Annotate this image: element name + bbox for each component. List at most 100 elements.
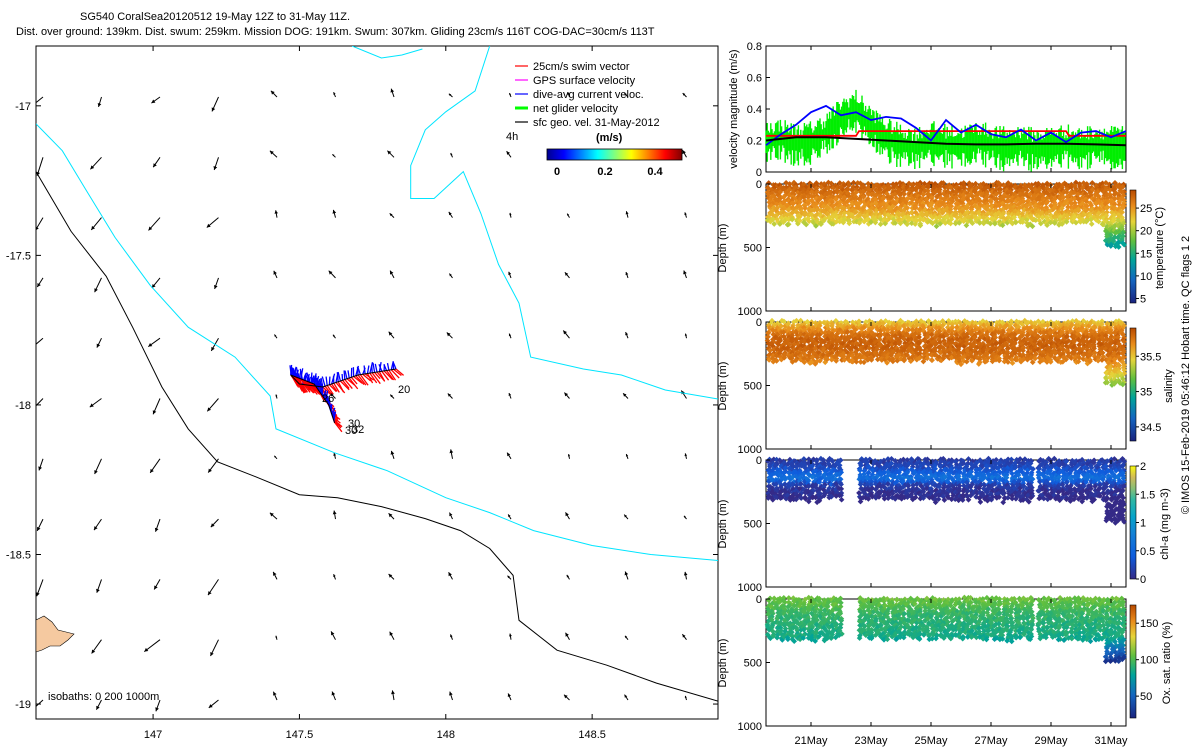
geo-arrow-head — [96, 705, 100, 710]
colorbar-tick-label: 5 — [1140, 293, 1146, 305]
geo-arrow-head — [148, 343, 153, 347]
section-sample — [814, 207, 820, 213]
section-sample — [771, 221, 778, 227]
geo-arrow-head — [274, 210, 278, 214]
geo-arrow-head — [94, 288, 98, 293]
temperature-depth-label: Depth (m) — [717, 224, 729, 273]
geo-arrow-head — [564, 272, 569, 276]
geo-arrow-head — [269, 512, 274, 517]
geo-arrow-head — [207, 407, 211, 412]
section-sample — [873, 200, 879, 207]
dac-vector — [291, 368, 296, 377]
geo-arrow-head — [97, 103, 102, 107]
section-sample — [813, 223, 819, 229]
geo-arrow-head — [566, 574, 570, 578]
geo-arrow-shaft — [36, 337, 44, 345]
colorbar-tick-2: 0.4 — [647, 166, 663, 178]
section-sample — [952, 205, 959, 212]
geo-arrow-head — [332, 154, 335, 157]
section-sample — [996, 189, 1003, 196]
velocity-series — [765, 89, 1127, 172]
section-sample — [1021, 207, 1028, 213]
map-ytick-label: -17 — [15, 101, 31, 113]
geo-arrow-head — [211, 107, 216, 112]
section-sample — [924, 212, 930, 218]
section-sample — [1005, 194, 1011, 201]
dac-vector — [321, 376, 326, 387]
geo-arrow-head — [94, 470, 98, 474]
section-sample — [784, 212, 791, 218]
swim-vector — [342, 379, 350, 389]
map-legend: 25cm/s swim vector GPS surface velocity … — [506, 61, 683, 178]
swim-vector — [333, 382, 340, 393]
land-patch — [35, 615, 75, 653]
velocity-ytick-label: 0.4 — [747, 104, 762, 116]
section-sample — [796, 217, 803, 224]
geo-arrow-head — [274, 334, 277, 337]
section-sample — [857, 212, 863, 219]
velocity-ytick-label: 0.6 — [747, 73, 762, 85]
section-sample — [996, 202, 1003, 209]
legend-4h-label: 4h — [506, 131, 518, 143]
salinity-colorbar — [1129, 327, 1137, 442]
swim-vector — [381, 370, 390, 381]
geo-arrow-head — [390, 450, 395, 455]
section-sample — [960, 218, 967, 225]
swim-vector — [333, 421, 343, 433]
velocity-ylabel: velocity magnitude (m/s) — [728, 49, 740, 168]
dac-vector — [337, 371, 342, 382]
geo-arrow-head — [155, 707, 159, 712]
section-sample — [1027, 201, 1034, 208]
section-sample — [920, 216, 927, 223]
dac-vector — [318, 382, 322, 394]
section-sample — [828, 194, 835, 201]
section-sample — [905, 195, 911, 202]
geo-arrow-head — [624, 571, 629, 576]
coastline-north — [351, 46, 423, 59]
section-sample — [904, 221, 910, 228]
section-sample — [801, 198, 808, 204]
section-sample — [992, 220, 998, 227]
section-sample — [844, 186, 851, 193]
swim-vector — [350, 376, 358, 385]
map-xtick-label: 148 — [437, 729, 455, 741]
dac-vector — [369, 362, 374, 374]
geo-arrow-head — [208, 591, 212, 596]
section-sample — [939, 210, 946, 216]
section-sample — [991, 195, 998, 202]
geo-arrow-head — [564, 694, 568, 699]
temperature-dots — [764, 179, 1128, 250]
section-sample — [1035, 213, 1042, 220]
geo-arrow-head — [567, 92, 570, 95]
colorbar-title: (m/s) — [596, 132, 623, 144]
geo-arrow-head — [331, 631, 335, 636]
geo-arrow-head — [508, 393, 512, 396]
geo-arrow-head — [273, 691, 277, 696]
map-ytick-label: -17.5 — [6, 250, 31, 262]
swim-vector — [362, 373, 372, 382]
geo-arrow-head — [96, 588, 100, 593]
map-ytick-label: -18 — [15, 400, 31, 412]
section-sample — [1039, 200, 1046, 207]
geo-arrow-shaft — [36, 699, 44, 707]
geo-arrow-head — [332, 209, 337, 214]
section-sample — [892, 200, 899, 207]
section-sample — [846, 220, 853, 227]
geo-arrow-head — [94, 526, 98, 531]
section-sample — [932, 189, 938, 196]
geo-arrow-head — [91, 225, 95, 230]
dac-vector — [355, 365, 360, 376]
legend-gps-velocity: GPS surface velocity — [533, 75, 636, 87]
section-sample — [948, 216, 955, 223]
swim-vector — [335, 382, 346, 394]
track-label-30b: 30 — [345, 425, 357, 437]
dac-vector — [372, 362, 376, 373]
section-sample — [908, 209, 915, 216]
geo-arrow-head — [391, 690, 395, 695]
map-y-ticks: -17-17.5-18-18.5-19 — [6, 101, 718, 711]
section-sample — [777, 221, 783, 227]
dac-vector — [366, 365, 370, 374]
swim-vector — [328, 384, 337, 392]
